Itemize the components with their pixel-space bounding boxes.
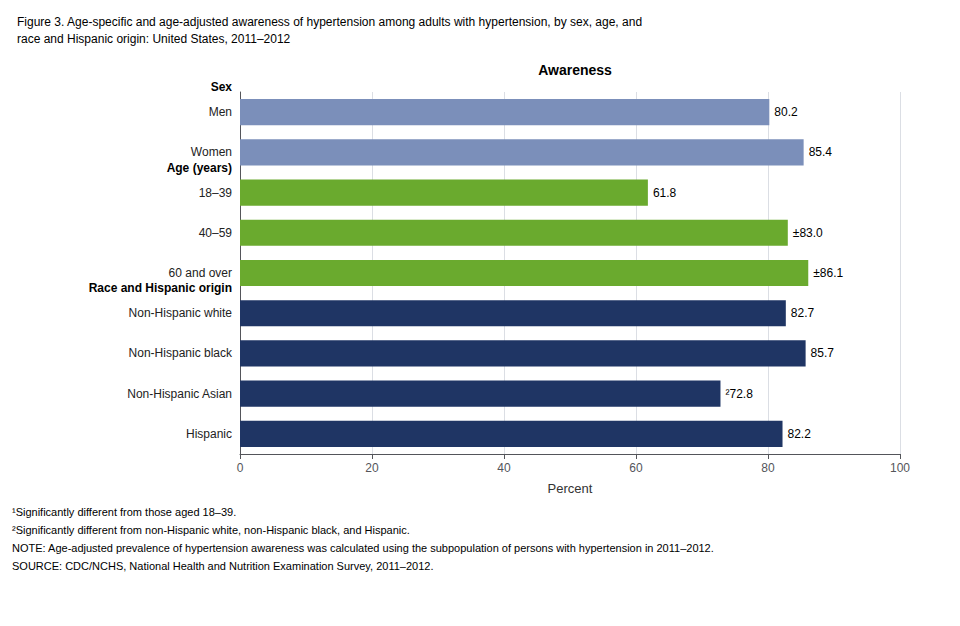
svg-text:82.7: 82.7 xyxy=(791,306,815,320)
svg-text:20: 20 xyxy=(365,461,379,475)
svg-text:85.4: 85.4 xyxy=(809,145,833,159)
svg-text:Percent: Percent xyxy=(548,481,593,496)
svg-text:±83.0: ±83.0 xyxy=(793,226,823,240)
svg-text:NOTE: Age-adjusted prevalence: NOTE: Age-adjusted prevalence of hyperte… xyxy=(12,542,714,554)
svg-text:40–59: 40–59 xyxy=(199,226,233,240)
svg-text:80: 80 xyxy=(761,461,775,475)
svg-text:60: 60 xyxy=(629,461,643,475)
svg-text:SOURCE: CDC/NCHS, National Hea: SOURCE: CDC/NCHS, National Health and Nu… xyxy=(12,560,433,572)
svg-text:40: 40 xyxy=(497,461,511,475)
svg-text:Awareness: Awareness xyxy=(538,62,612,78)
svg-text:100: 100 xyxy=(890,461,910,475)
svg-text:80.2: 80.2 xyxy=(774,105,798,119)
svg-text:Non-Hispanic white: Non-Hispanic white xyxy=(129,306,233,320)
svg-text:Hispanic: Hispanic xyxy=(186,427,232,441)
svg-text:±86.1: ±86.1 xyxy=(813,266,843,280)
svg-text:¹Significantly different from: ¹Significantly different from those aged… xyxy=(12,506,236,518)
svg-text:Figure 3. Age-specific and age: Figure 3. Age-specific and age-adjusted … xyxy=(17,15,642,29)
svg-text:Women: Women xyxy=(191,145,232,159)
svg-text:Men: Men xyxy=(209,105,232,119)
svg-text:²72.8: ²72.8 xyxy=(725,387,753,401)
svg-text:race and Hispanic origin: Unit: race and Hispanic origin: United States,… xyxy=(17,32,291,46)
svg-text:Sex: Sex xyxy=(211,80,233,94)
svg-text:0: 0 xyxy=(237,461,244,475)
svg-text:82.2: 82.2 xyxy=(788,427,812,441)
svg-text:Race and Hispanic origin: Race and Hispanic origin xyxy=(89,281,232,295)
svg-text:61.8: 61.8 xyxy=(653,186,677,200)
svg-text:60 and over: 60 and over xyxy=(169,266,232,280)
svg-text:²Significantly different from: ²Significantly different from non-Hispan… xyxy=(12,524,410,536)
svg-text:18–39: 18–39 xyxy=(199,186,233,200)
svg-text:Non-Hispanic black: Non-Hispanic black xyxy=(129,346,233,360)
svg-text:85.7: 85.7 xyxy=(811,346,835,360)
svg-text:Non-Hispanic Asian: Non-Hispanic Asian xyxy=(127,387,232,401)
svg-text:Age (years): Age (years) xyxy=(167,161,232,175)
